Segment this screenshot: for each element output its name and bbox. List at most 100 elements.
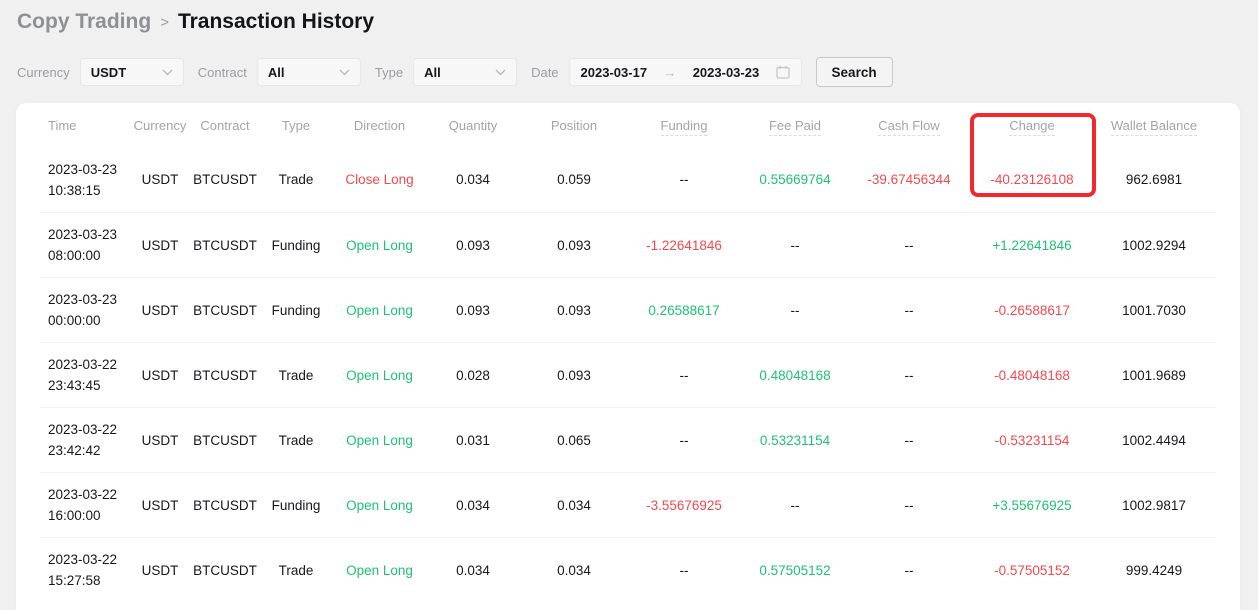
column-header-cash-flow: Cash Flow — [851, 117, 967, 136]
cell-change: +3.55676925 — [992, 497, 1072, 513]
cell-position: 0.093 — [557, 302, 591, 318]
table-row: 2023-03-22 23:43:45 USDT BTCUSDT Trade Open L… — [40, 342, 1216, 407]
cell-change: -0.57505152 — [994, 562, 1070, 578]
cell-currency: USDT — [141, 302, 179, 318]
cell-quantity: 0.034 — [456, 562, 490, 578]
column-header-change: Change — [967, 117, 1097, 136]
cell-funding: 0.26588617 — [648, 302, 720, 318]
cell-wallet-balance: 999.4249 — [1125, 562, 1183, 578]
cell-type: Trade — [278, 172, 314, 187]
table-body: 2023-03-23 10:38:15 USDT BTCUSDT Trade Close … — [40, 147, 1216, 602]
breadcrumb-copy-trading[interactable]: Copy Trading — [17, 10, 152, 33]
cell-position: 0.034 — [557, 562, 591, 578]
table-row: 2023-03-23 10:38:15 USDT BTCUSDT Trade Close … — [40, 147, 1216, 212]
currency-select-value: USDT — [90, 64, 127, 80]
cell-currency: USDT — [141, 367, 179, 383]
cell-type: Trade — [278, 432, 314, 448]
cell-currency: USDT — [141, 497, 179, 513]
cell-position: 0.093 — [557, 367, 591, 383]
cell-quantity: 0.031 — [456, 432, 490, 448]
contract-select-value: All — [267, 64, 285, 80]
column-header-position: Position — [550, 117, 598, 133]
filter-bar: Currency USDT Contract All Type All Date… — [17, 57, 893, 87]
cell-wallet-balance: 1001.9689 — [1122, 367, 1186, 383]
breadcrumb: Copy Trading > Transaction History — [17, 10, 374, 34]
search-button[interactable]: Search — [815, 57, 893, 87]
table-row: 2023-03-22 23:42:42 USDT BTCUSDT Trade Open L… — [40, 407, 1216, 472]
cell-cash-flow: -- — [904, 562, 914, 578]
cell-time: 2023-03-22 16:00:00 — [48, 487, 118, 523]
cell-wallet-balance: 1001.7030 — [1122, 302, 1186, 318]
cell-fee-paid: 0.53231154 — [759, 432, 831, 448]
date-end-value: 2023-03-23 — [692, 64, 760, 80]
cell-fee-paid: 0.48048168 — [759, 367, 831, 383]
cell-direction: Open Long — [346, 432, 413, 448]
cell-direction: Open Long — [346, 497, 413, 513]
currency-select[interactable]: USDT — [79, 58, 184, 86]
currency-filter-label: Currency — [17, 64, 70, 80]
cell-funding: -- — [679, 367, 689, 383]
cell-fee-paid: -- — [790, 302, 800, 318]
cell-type: Trade — [278, 562, 314, 578]
cell-time: 2023-03-23 00:00:00 — [48, 292, 118, 328]
cell-time: 2023-03-22 23:42:42 — [48, 422, 118, 458]
cell-time: 2023-03-22 15:27:58 — [48, 552, 118, 588]
cell-contract: BTCUSDT — [193, 172, 257, 187]
cell-time: 2023-03-22 23:43:45 — [48, 357, 118, 393]
cell-cash-flow: -- — [904, 302, 914, 318]
cell-direction: Close Long — [345, 172, 414, 187]
column-header-time: Time — [48, 117, 77, 133]
cell-change: +1.22641846 — [992, 237, 1072, 253]
cell-quantity: 0.034 — [456, 172, 490, 187]
column-header-contract: Contract — [200, 117, 250, 133]
cell-direction: Open Long — [346, 367, 413, 383]
table-row: 2023-03-23 08:00:00 USDT BTCUSDT Funding Open… — [40, 212, 1216, 277]
cell-currency: USDT — [141, 432, 179, 448]
cell-currency: USDT — [141, 237, 179, 253]
column-header-wallet-balance: Wallet Balance — [1097, 117, 1211, 136]
table-row: 2023-03-22 15:27:58 USDT BTCUSDT Trade Open L… — [40, 537, 1216, 602]
breadcrumb-separator: > — [160, 13, 169, 31]
cell-wallet-balance: 1002.4494 — [1122, 432, 1186, 448]
cell-direction: Open Long — [346, 302, 413, 318]
cell-fee-paid: 0.55669764 — [759, 172, 831, 187]
column-header-currency: Currency — [133, 117, 187, 133]
cell-fee-paid: -- — [790, 237, 800, 253]
cell-cash-flow: -- — [904, 497, 914, 513]
table-header: Time Currency Contract Type Direction Quantit… — [40, 103, 1216, 147]
cell-currency: USDT — [141, 172, 179, 187]
type-select-value: All — [424, 64, 441, 80]
cell-change: -40.23126108 — [990, 172, 1074, 187]
cell-wallet-balance: 1002.9817 — [1122, 497, 1186, 513]
cell-position: 0.034 — [557, 497, 591, 513]
date-range-picker[interactable]: 2023-03-17 → 2023-03-23 — [568, 58, 802, 86]
cell-contract: BTCUSDT — [193, 237, 257, 253]
cell-cash-flow: -39.67456344 — [867, 172, 951, 187]
cell-funding: -1.22641846 — [646, 237, 722, 253]
cell-wallet-balance: 962.6981 — [1125, 172, 1183, 187]
transaction-table-card: Time Currency Contract Type Direction Quantit… — [16, 103, 1240, 610]
cell-quantity: 0.034 — [456, 497, 490, 513]
table-row: 2023-03-22 16:00:00 USDT BTCUSDT Funding Open… — [40, 472, 1216, 537]
cell-direction: Open Long — [346, 562, 413, 578]
calendar-icon — [775, 65, 790, 79]
cell-type: Funding — [271, 237, 321, 253]
column-header-quantity: Quantity — [448, 117, 498, 133]
contract-select[interactable]: All — [256, 58, 361, 86]
cell-quantity: 0.028 — [456, 367, 490, 383]
cell-position: 0.093 — [557, 237, 591, 253]
cell-type: Funding — [271, 497, 321, 513]
cell-fee-paid: -- — [790, 497, 800, 513]
cell-position: 0.059 — [557, 172, 591, 187]
cell-cash-flow: -- — [904, 237, 914, 253]
chevron-down-icon — [495, 69, 506, 76]
cell-contract: BTCUSDT — [193, 367, 257, 383]
cell-position: 0.065 — [557, 432, 591, 448]
cell-quantity: 0.093 — [456, 302, 490, 318]
date-range-arrow-icon: → — [663, 64, 677, 80]
cell-contract: BTCUSDT — [193, 302, 257, 318]
type-select[interactable]: All — [413, 58, 518, 86]
cell-type: Funding — [271, 302, 321, 318]
cell-cash-flow: -- — [904, 367, 914, 383]
cell-fee-paid: 0.57505152 — [759, 562, 831, 578]
